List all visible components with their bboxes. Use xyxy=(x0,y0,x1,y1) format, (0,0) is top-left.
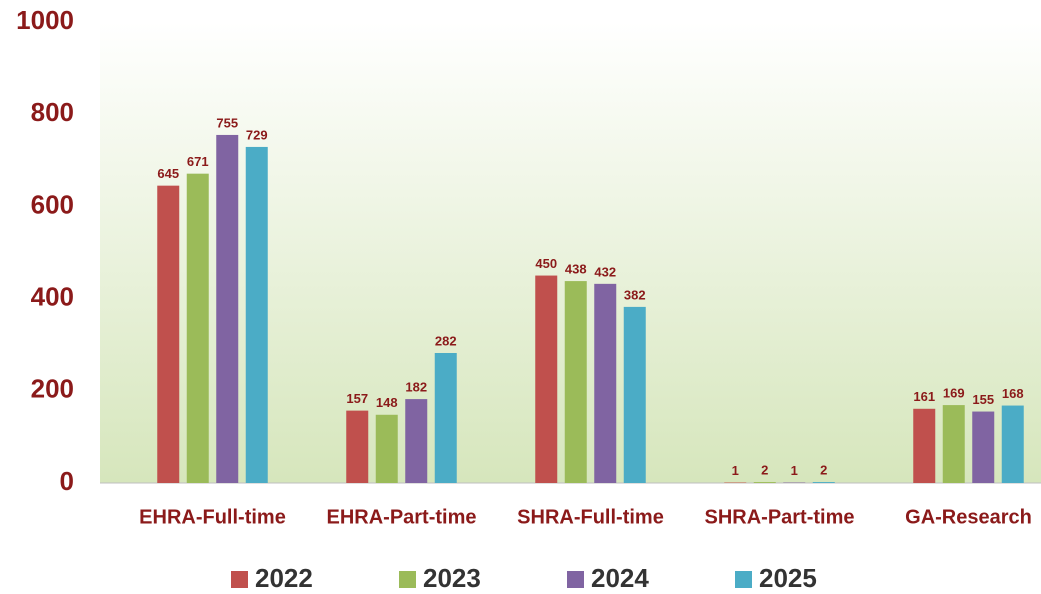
y-tick-label: 400 xyxy=(31,281,74,311)
value-label: 282 xyxy=(435,333,457,348)
legend-swatch xyxy=(735,571,752,588)
legend-label: 2023 xyxy=(423,563,481,593)
x-tick-label: SHRA-Full-time xyxy=(517,506,664,528)
legend-label: 2025 xyxy=(759,563,817,593)
value-label: 169 xyxy=(943,386,965,401)
bar xyxy=(186,173,209,483)
value-label: 729 xyxy=(246,127,268,142)
y-tick-label: 800 xyxy=(31,97,74,127)
value-label: 157 xyxy=(346,391,368,406)
value-label: 755 xyxy=(216,115,238,130)
legend-swatch xyxy=(231,571,248,588)
legend-label: 2022 xyxy=(255,563,313,593)
legend-swatch xyxy=(567,571,584,588)
x-tick-label: GA-Research xyxy=(905,506,1032,528)
bar xyxy=(434,352,457,483)
bar xyxy=(375,414,398,483)
value-label: 382 xyxy=(624,287,646,302)
x-tick-label: EHRA-Part-time xyxy=(326,506,476,528)
y-tick-label: 600 xyxy=(31,189,74,219)
value-label: 645 xyxy=(157,166,179,181)
bar xyxy=(245,146,268,483)
bar xyxy=(535,275,558,483)
bar xyxy=(564,281,587,483)
x-tick-label: EHRA-Full-time xyxy=(139,506,286,528)
value-label: 450 xyxy=(535,256,557,271)
bar xyxy=(157,185,180,483)
legend-swatch xyxy=(399,571,416,588)
y-tick-label: 200 xyxy=(31,374,74,404)
value-label: 432 xyxy=(594,264,616,279)
bar xyxy=(623,306,646,483)
bar xyxy=(942,405,965,483)
y-tick-label: 1000 xyxy=(16,5,74,35)
bar xyxy=(216,134,239,483)
bar xyxy=(972,411,995,483)
value-label: 2 xyxy=(820,463,827,478)
bar xyxy=(913,408,936,483)
bar xyxy=(594,283,617,483)
bar xyxy=(1001,405,1024,483)
value-label: 148 xyxy=(376,395,398,410)
value-label: 155 xyxy=(972,392,994,407)
value-label: 161 xyxy=(913,389,935,404)
value-label: 182 xyxy=(405,380,427,395)
y-tick-label: 0 xyxy=(60,466,74,496)
bar xyxy=(405,399,428,483)
value-label: 168 xyxy=(1002,386,1024,401)
value-label: 671 xyxy=(187,154,209,169)
bar xyxy=(812,482,835,483)
bar xyxy=(346,410,369,483)
value-label: 1 xyxy=(732,463,739,478)
bar xyxy=(753,482,776,483)
value-label: 438 xyxy=(565,262,587,277)
value-label: 2 xyxy=(761,463,768,478)
legend-label: 2024 xyxy=(591,563,649,593)
x-tick-label: SHRA-Part-time xyxy=(704,506,854,528)
value-label: 1 xyxy=(791,463,798,478)
